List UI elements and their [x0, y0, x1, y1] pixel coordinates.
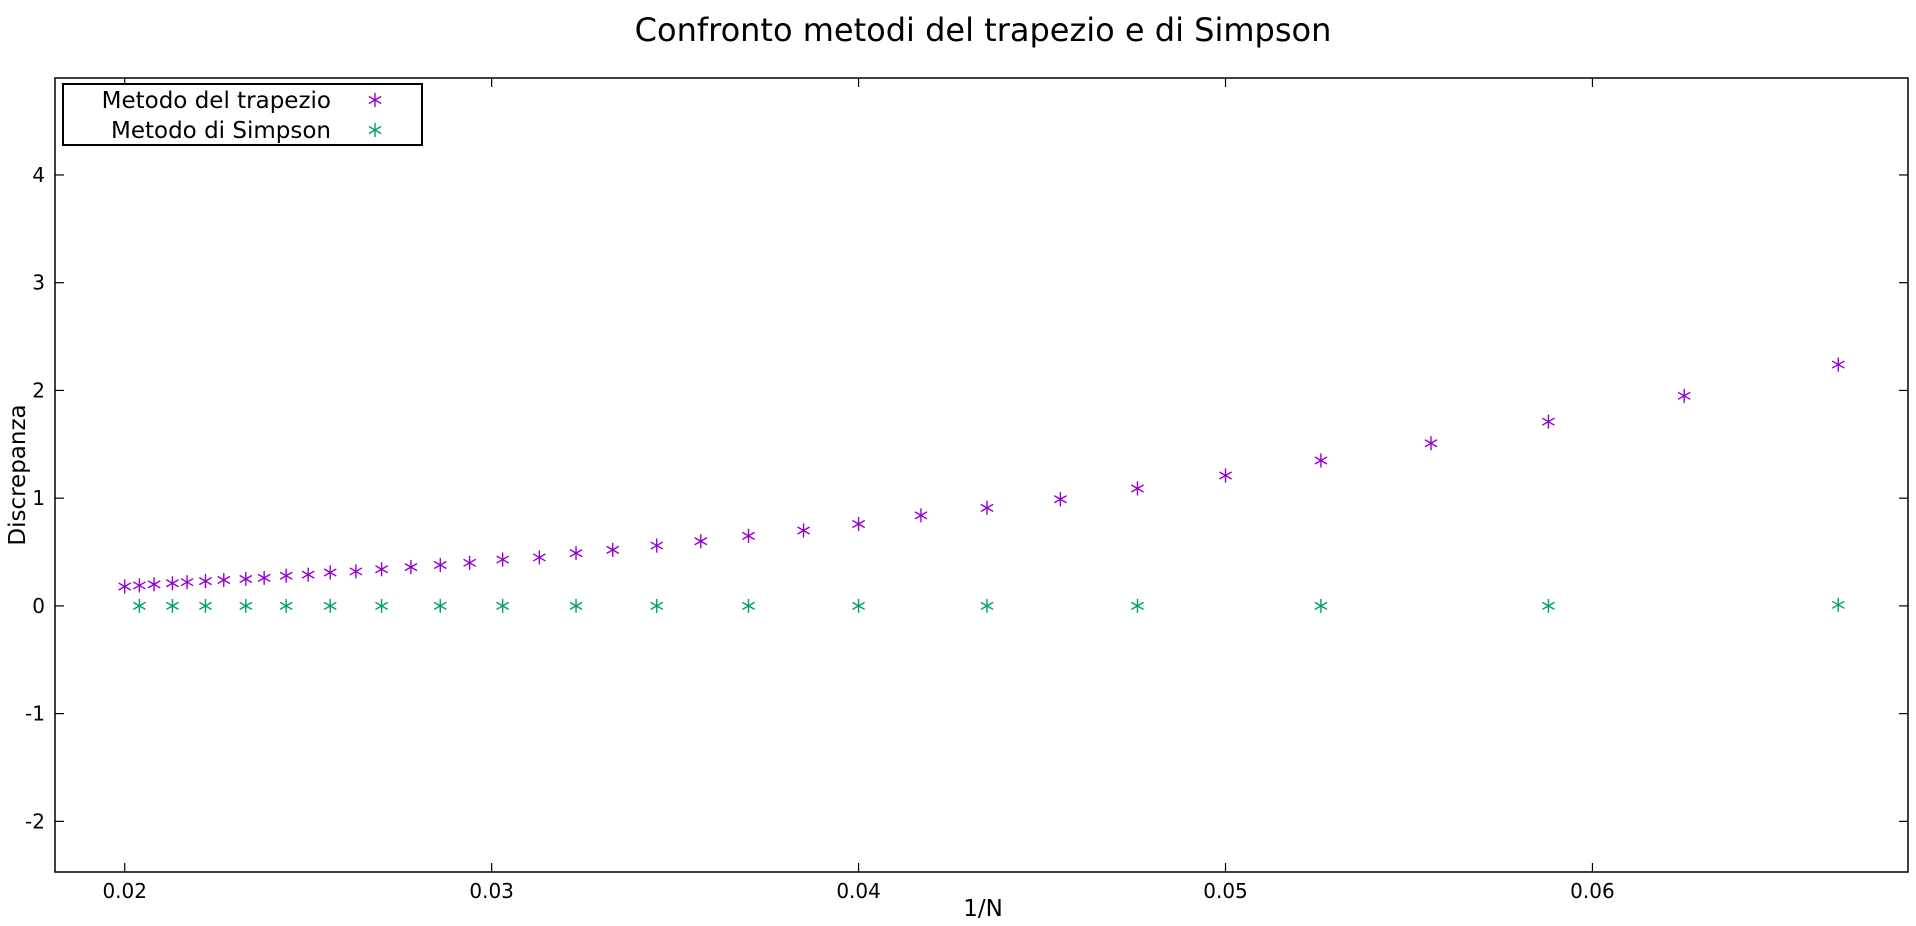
- data-point: [1131, 481, 1144, 496]
- series-trapezio: [118, 357, 1845, 594]
- legend-marker-simpson: [368, 122, 382, 138]
- legend-label-trapezio: Metodo del trapezio: [102, 88, 331, 114]
- x-tick-label: 0.06: [1570, 879, 1615, 903]
- data-point: [742, 598, 755, 614]
- legend: Metodo del trapezio Metodo di Simpson: [62, 83, 423, 146]
- data-point: [463, 555, 476, 570]
- data-point: [1677, 388, 1691, 404]
- data-point: [496, 598, 509, 614]
- legend-label-simpson: Metodo di Simpson: [111, 118, 331, 144]
- data-point: [433, 557, 447, 573]
- data-point: [569, 545, 583, 561]
- data-point: [147, 577, 161, 592]
- data-point: [118, 579, 132, 594]
- data-point: [166, 576, 179, 591]
- x-axis-label: 1/N: [963, 896, 1003, 922]
- x-tick-label: 0.03: [469, 879, 514, 903]
- data-point: [433, 598, 447, 614]
- data-point: [166, 598, 179, 614]
- data-point: [1054, 492, 1067, 507]
- data-point: [404, 559, 418, 575]
- data-point: [1424, 436, 1438, 451]
- data-point: [650, 538, 664, 553]
- data-point: [569, 598, 583, 614]
- x-tick-label: 0.04: [836, 879, 881, 903]
- data-point: [496, 552, 509, 567]
- data-point: [650, 598, 664, 614]
- data-point: [914, 508, 928, 523]
- y-axis: -2 -1 0 1 2 3 4: [25, 163, 1908, 833]
- data-point: [980, 500, 994, 516]
- data-point: [1831, 597, 1845, 613]
- data-point: [199, 598, 212, 614]
- data-point: [797, 523, 810, 538]
- data-point: [980, 598, 994, 614]
- data-point: [852, 516, 865, 532]
- data-point: [1314, 453, 1328, 468]
- data-point: [742, 528, 755, 544]
- data-point: [239, 598, 253, 614]
- legend-box: [62, 83, 423, 146]
- y-tick-label: 4: [32, 163, 45, 187]
- data-point: [852, 598, 865, 614]
- data-point: [217, 572, 231, 588]
- legend-markers: [368, 92, 382, 138]
- data-point: [1219, 468, 1232, 483]
- x-tick-label: 0.02: [102, 879, 147, 903]
- data-point: [180, 575, 194, 590]
- data-point: [375, 562, 388, 577]
- data-point: [239, 571, 253, 587]
- data-point: [375, 598, 388, 614]
- y-tick-label: 1: [32, 486, 45, 510]
- data-point: [349, 564, 363, 579]
- series-layer: [118, 357, 1845, 614]
- data-point: [533, 550, 546, 565]
- data-point: [199, 573, 212, 589]
- series-simpson: [133, 597, 1845, 614]
- data-point: [1131, 598, 1144, 614]
- x-axis: 0.02 0.03 0.04 0.05 0.06: [102, 78, 1615, 903]
- data-point: [279, 598, 293, 614]
- data-point: [323, 565, 337, 580]
- data-point: [1542, 414, 1555, 429]
- legend-marker-trapezio: [368, 92, 382, 108]
- data-point: [257, 570, 271, 586]
- data-point: [301, 567, 315, 582]
- y-tick-label: 3: [32, 271, 45, 295]
- data-point: [323, 598, 337, 614]
- y-tick-label: 2: [32, 378, 45, 402]
- data-point: [1314, 598, 1328, 614]
- data-point: [279, 568, 293, 583]
- chart-title: Confronto metodi del trapezio e di Simps…: [635, 11, 1332, 49]
- data-point: [694, 534, 708, 549]
- data-point: [133, 578, 146, 593]
- y-axis-label: Discrepanza: [5, 404, 31, 545]
- data-point: [1542, 598, 1555, 614]
- data-point: [1831, 357, 1845, 372]
- x-tick-label: 0.05: [1203, 879, 1248, 903]
- plot-frame: [54, 77, 1909, 873]
- data-point: [606, 542, 620, 558]
- y-tick-label: -2: [25, 809, 45, 833]
- y-tick-label: -1: [25, 702, 45, 726]
- y-tick-label: 0: [32, 594, 45, 618]
- data-point: [133, 598, 146, 614]
